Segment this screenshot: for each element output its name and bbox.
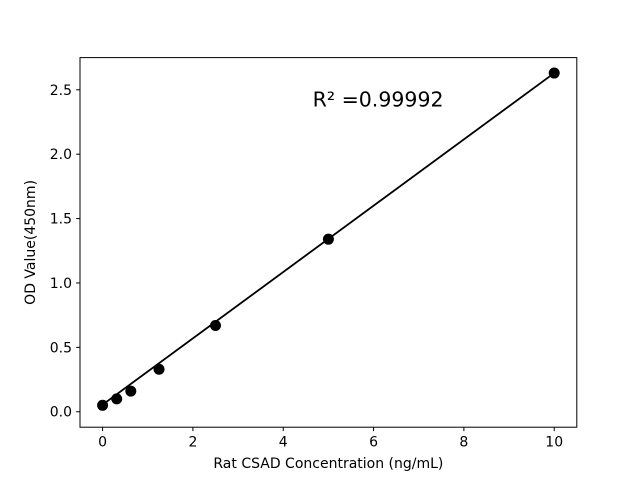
x-tick-label: 8 (459, 435, 468, 451)
data-point (97, 399, 109, 411)
data-point (322, 233, 334, 245)
x-tick-label: 10 (545, 435, 563, 451)
y-axis-ticks: 0.0 0.5 1.0 1.5 2.0 2.5 (50, 83, 80, 421)
x-tick-label: 4 (279, 435, 288, 451)
data-point (209, 319, 221, 331)
r-squared-annotation: R² =0.99992 (313, 88, 444, 112)
data-point (153, 363, 165, 375)
x-axis-label: Rat CSAD Concentration (ng/mL) (213, 456, 443, 472)
x-tick-label: 6 (369, 435, 378, 451)
y-tick-label: 1.5 (50, 212, 72, 228)
y-tick-label: 0.0 (50, 405, 72, 421)
plot-border (79, 57, 578, 428)
x-tick-label: 2 (188, 435, 197, 451)
x-axis-ticks: 0 2 4 6 8 10 (98, 427, 563, 451)
x-tick-label: 0 (98, 435, 107, 451)
y-axis-label: OD Value(450nm) (23, 180, 39, 305)
data-point (548, 67, 560, 79)
y-tick-label: 0.5 (50, 340, 72, 356)
data-point (125, 385, 137, 397)
y-tick-label: 2.5 (50, 83, 72, 99)
y-tick-label: 1.0 (50, 276, 72, 292)
data-point (111, 393, 123, 405)
data-points (97, 67, 560, 411)
y-tick-label: 2.0 (50, 147, 72, 163)
